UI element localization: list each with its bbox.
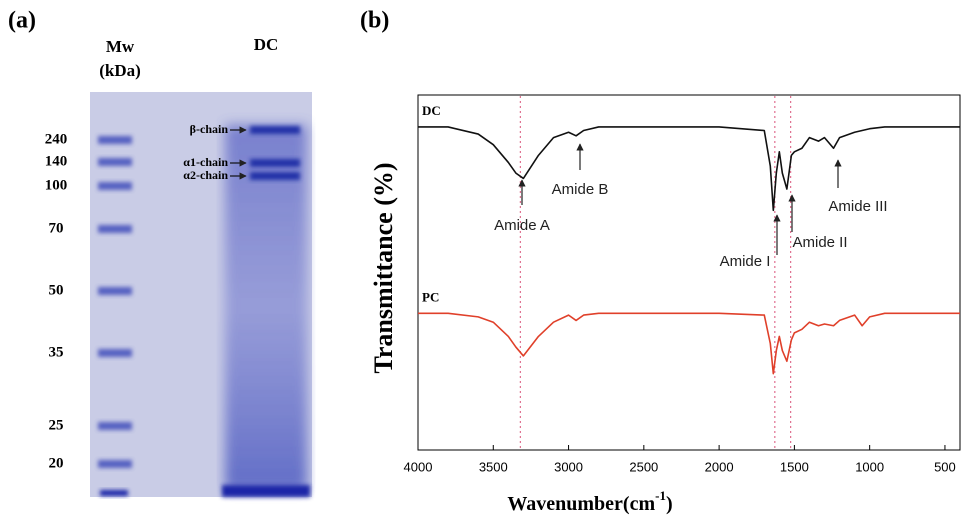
band-label: α2-chain	[183, 168, 228, 182]
marker-label: 25	[49, 417, 64, 433]
annotation: Amide B	[552, 181, 609, 198]
series-line	[418, 313, 960, 373]
marker-band	[98, 422, 132, 430]
annotation: Amide A	[494, 217, 550, 234]
band-label: β-chain	[190, 122, 229, 136]
marker-band	[98, 460, 132, 468]
mw-label: Mw	[106, 37, 135, 56]
x-axis-label-sup: -1	[655, 488, 666, 503]
x-tick-label: 3500	[479, 459, 508, 474]
panel-label: (b)	[360, 8, 389, 34]
series-label: DC	[422, 103, 441, 118]
marker-band	[98, 349, 132, 357]
lane-band	[250, 126, 300, 134]
marker-band	[98, 136, 132, 144]
x-axis-label: Wavenumber(cm-1)	[507, 488, 672, 515]
marker-label: 70	[49, 220, 64, 236]
marker-label: 140	[45, 153, 68, 169]
y-axis-label: Transmittance (%)	[369, 162, 398, 373]
page: {"gel": {"panel_label": "(a)", "mw_label…	[0, 0, 962, 525]
plot-frame	[418, 95, 960, 450]
annotation: Amide II	[792, 234, 847, 251]
marker-front	[100, 490, 128, 496]
marker-band	[98, 182, 132, 190]
marker-label: 50	[49, 282, 64, 298]
lane-front	[222, 485, 310, 497]
x-tick-label: 1000	[855, 459, 884, 474]
x-tick-label: 3000	[554, 459, 583, 474]
lane-band	[250, 172, 300, 180]
x-tick-label: 500	[934, 459, 956, 474]
marker-label: 240	[45, 131, 68, 147]
series-label: PC	[422, 289, 439, 304]
marker-label: 35	[49, 344, 64, 360]
marker-label: 20	[49, 455, 64, 471]
lane-band	[250, 159, 300, 167]
lane-label: DC	[254, 35, 279, 54]
marker-band	[98, 225, 132, 233]
x-axis-label-text: Wavenumber(cm	[507, 493, 655, 515]
marker-band	[98, 287, 132, 295]
annotation: Amide III	[828, 198, 887, 215]
x-tick-label: 2000	[705, 459, 734, 474]
annotation: Amide I	[720, 253, 771, 270]
panel-label: (a)	[8, 8, 36, 34]
figure: (a) Mw (kDa) DC 240 140 100 70 50 35 25 20 β-cha…	[0, 0, 962, 525]
band-label: α1-chain	[183, 155, 228, 169]
mw-label: (kDa)	[99, 61, 141, 80]
x-tick-label: 1500	[780, 459, 809, 474]
x-tick-label: 4000	[404, 459, 433, 474]
marker-label: 100	[45, 177, 68, 193]
x-tick-label: 2500	[629, 459, 658, 474]
marker-band	[98, 158, 132, 166]
x-axis-label-end: )	[666, 493, 673, 515]
